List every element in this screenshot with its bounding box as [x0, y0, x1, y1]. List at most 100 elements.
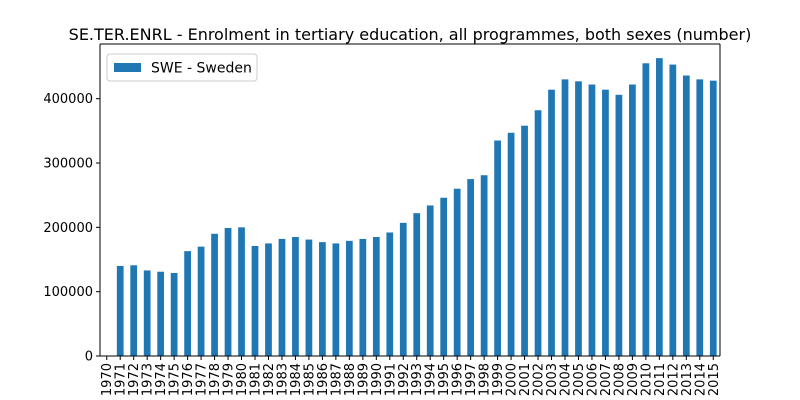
- x-tick-label: 2003: [545, 363, 560, 396]
- bar: [696, 79, 704, 357]
- x-tick-label: 1992: [397, 363, 412, 396]
- bar: [602, 89, 609, 356]
- bar: [292, 236, 299, 356]
- bar: [413, 213, 421, 356]
- bar: [588, 84, 596, 356]
- x-tick-label: 1996: [451, 363, 466, 396]
- bar: [453, 188, 461, 356]
- x-tick-label: 1980: [235, 363, 250, 396]
- x-tick-label: 1988: [343, 363, 358, 396]
- bar: [548, 89, 555, 356]
- y-tick-label: 300000: [43, 157, 93, 172]
- x-tick-label: 2006: [585, 363, 600, 396]
- bar: [629, 84, 636, 356]
- bar: [642, 63, 650, 356]
- bar: [332, 243, 340, 356]
- bar: [157, 271, 165, 356]
- x-tick-label: 2010: [639, 363, 654, 396]
- bar: [440, 197, 448, 356]
- bar: [265, 243, 272, 356]
- x-tick-label: 1971: [114, 363, 129, 396]
- x-tick-label: 1973: [141, 363, 156, 396]
- bar: [386, 232, 394, 356]
- bar: [319, 242, 326, 356]
- bar: [561, 79, 569, 357]
- x-tick-label: 1985: [302, 363, 317, 396]
- bar: [709, 80, 717, 357]
- bar: [372, 236, 380, 356]
- x-tick-label: 2014: [693, 363, 708, 396]
- x-tick-label: 2009: [626, 363, 641, 396]
- bar: [521, 125, 528, 356]
- x-tick-label: 1987: [329, 363, 344, 396]
- bar: [238, 227, 245, 356]
- bar: [143, 270, 151, 356]
- bar: [682, 75, 690, 356]
- y-tick-label: 0: [85, 350, 93, 365]
- bar: [278, 238, 286, 356]
- x-tick-label: 1994: [424, 363, 439, 396]
- x-tick-label: 2005: [572, 363, 587, 396]
- bar: [211, 233, 218, 356]
- y-tick-label: 400000: [43, 92, 93, 107]
- x-tick-label: 2012: [666, 363, 681, 396]
- x-tick-label: 1986: [316, 363, 331, 396]
- legend-box: [106, 53, 258, 82]
- bar: [170, 273, 178, 356]
- x-tick-label: 1976: [181, 363, 196, 396]
- bar: [575, 81, 582, 356]
- bar: [251, 245, 259, 356]
- bar: [345, 240, 353, 356]
- y-tick-label: 100000: [43, 285, 93, 300]
- bar: [224, 227, 232, 356]
- x-tick-label: 2002: [532, 363, 547, 396]
- x-tick-label: 1972: [127, 363, 142, 396]
- bar: [534, 110, 542, 356]
- bar: [197, 246, 205, 356]
- x-tick-label: 1981: [249, 363, 264, 396]
- bar: [480, 175, 488, 356]
- bar: [359, 238, 367, 356]
- x-tick-label: 1979: [222, 363, 237, 396]
- bar: [494, 140, 501, 356]
- bar: [615, 94, 623, 356]
- x-tick-label: 1970: [100, 363, 115, 396]
- x-tick-label: 1977: [195, 363, 210, 396]
- x-tick-label: 1975: [168, 363, 183, 396]
- bar: [426, 205, 434, 356]
- x-tick-label: 2007: [599, 363, 614, 396]
- chart-title: SE.TER.ENRL - Enrolment in tertiary educ…: [69, 25, 752, 44]
- x-tick-label: 1978: [208, 363, 223, 396]
- bar: [305, 239, 313, 356]
- x-tick-label: 2001: [518, 363, 533, 396]
- x-tick-label: 1993: [410, 363, 425, 396]
- x-tick-label: 2000: [505, 363, 520, 396]
- bar: [669, 64, 677, 356]
- bar: [507, 132, 515, 356]
- x-tick-label: 1984: [289, 363, 304, 396]
- x-tick-label: 2008: [612, 363, 627, 396]
- x-tick-label: 2004: [559, 363, 574, 396]
- x-tick-label: 1995: [437, 363, 452, 396]
- bar: [399, 222, 407, 356]
- bar: [655, 58, 663, 356]
- x-tick-label: 2015: [707, 363, 722, 396]
- x-tick-label: 1997: [464, 363, 479, 396]
- x-tick-label: 1974: [154, 363, 169, 396]
- x-tick-label: 1999: [491, 363, 506, 396]
- legend-label: SWE - Sweden: [151, 61, 252, 77]
- x-tick-label: 1998: [478, 363, 493, 396]
- legend-swatch: [114, 63, 141, 72]
- bar: [130, 265, 138, 356]
- x-tick-label: 2013: [680, 363, 695, 396]
- x-tick-label: 2011: [653, 363, 668, 396]
- x-tick-label: 1982: [262, 363, 277, 396]
- x-tick-label: 1983: [275, 363, 290, 396]
- x-tick-label: 1990: [370, 363, 385, 396]
- bar: [184, 251, 191, 356]
- x-tick-label: 1991: [383, 363, 398, 396]
- y-tick-label: 200000: [43, 221, 93, 236]
- x-tick-label: 1989: [356, 363, 371, 396]
